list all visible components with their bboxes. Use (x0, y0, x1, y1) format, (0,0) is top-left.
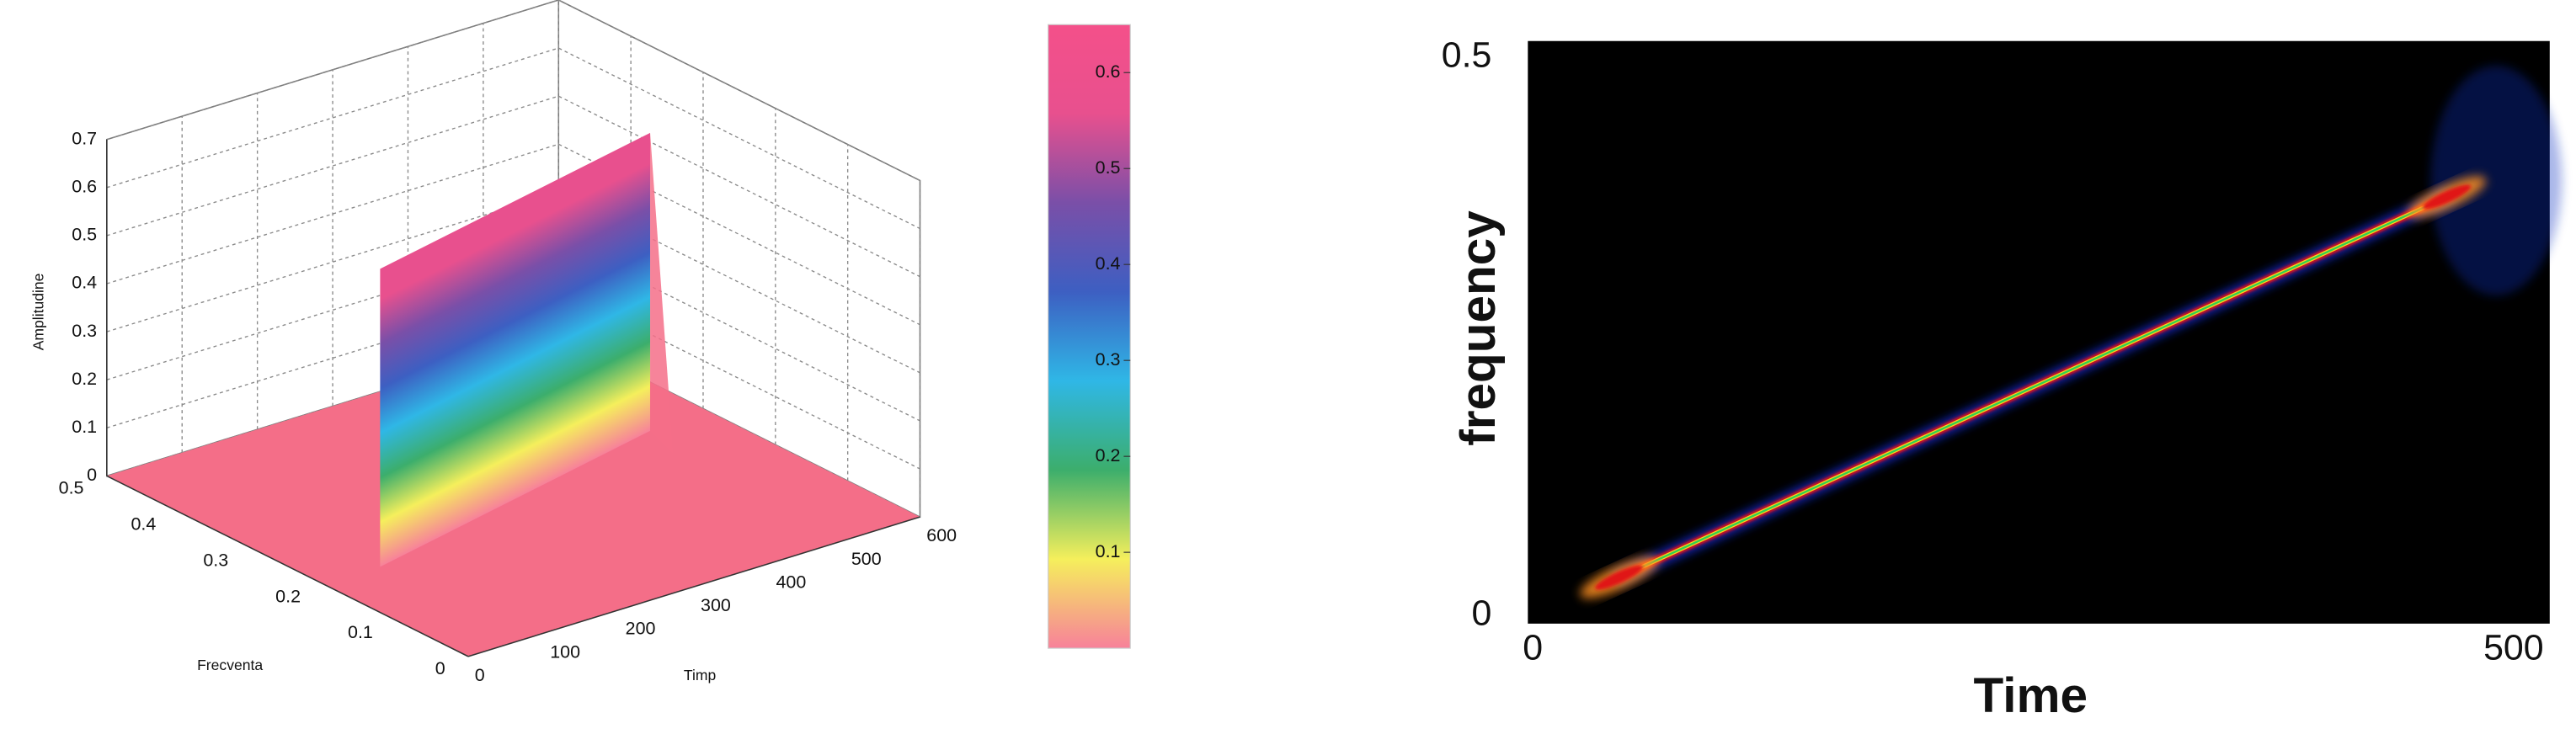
z-tick-label: 0.6 (72, 176, 97, 196)
colorbar-tick-label: 0.1 (1096, 541, 1121, 561)
axis-line (106, 475, 469, 657)
z-tick-label: 0.2 (72, 369, 97, 389)
ridge-wall (380, 132, 651, 567)
z-tick-label: 0 (87, 465, 97, 485)
hot-spot (1595, 565, 1644, 590)
x-axis-label: Time (1974, 668, 2088, 723)
x-tick-label: 500 (851, 549, 882, 569)
y-axis-label: frequency (1451, 210, 1506, 446)
z-tick-label: 0.3 (72, 321, 97, 341)
z-axis-label: Amplitudine (29, 274, 46, 351)
x-tick-label: 500 (2483, 627, 2544, 668)
ridge-line (1618, 195, 2448, 579)
y-tick-label: 0.4 (131, 514, 157, 535)
colorbar-tick-label: 0.4 (1096, 253, 1121, 274)
ridge-side (650, 132, 674, 455)
x-tick-label: 200 (626, 619, 656, 639)
z-tick-label: 0.5 (72, 225, 97, 245)
surface-chart: Amplitudine Frecventa Timp 0 0.1 0.2 0.3 0.4… (29, 0, 1131, 685)
x-axis-label: Timp (684, 667, 717, 684)
x-tick-label: 400 (776, 572, 806, 592)
heatmap-chart: frequency Time 0 500 0 0.5 (1442, 35, 2563, 723)
z-tick-label: 0.7 (72, 128, 97, 148)
axis-line (467, 516, 920, 657)
z-tick-label: 0.1 (72, 417, 97, 437)
y-tick-label: 0.5 (1442, 35, 1492, 76)
plot-background (1528, 40, 2550, 624)
y-tick-label: 0.1 (348, 622, 373, 642)
x-tick-label: 300 (701, 595, 731, 615)
colorbar-tick-label: 0.2 (1096, 445, 1121, 465)
colorbar (1048, 24, 1131, 649)
colorbar-tick-label: 0.6 (1096, 61, 1121, 82)
y-axis-label: Frecventa (197, 657, 263, 673)
colorbar-tick-label: 0.3 (1096, 349, 1121, 370)
hot-spot (2423, 184, 2472, 210)
y-tick-label: 0.3 (203, 550, 228, 570)
y-tick-label: 0 (1472, 593, 1492, 633)
x-tick-label: 600 (926, 525, 957, 545)
x-tick-label: 100 (550, 641, 580, 662)
y-tick-label: 0.2 (275, 586, 301, 606)
y-tick-label: 0.5 (59, 478, 84, 498)
energy-spread (2430, 65, 2563, 295)
y-tick-label: 0 (435, 658, 445, 678)
colorbar-tick-label: 0.5 (1096, 157, 1121, 178)
x-tick-label: 0 (475, 665, 485, 685)
z-tick-label: 0.4 (72, 273, 97, 293)
x-tick-label: 0 (1523, 627, 1543, 668)
